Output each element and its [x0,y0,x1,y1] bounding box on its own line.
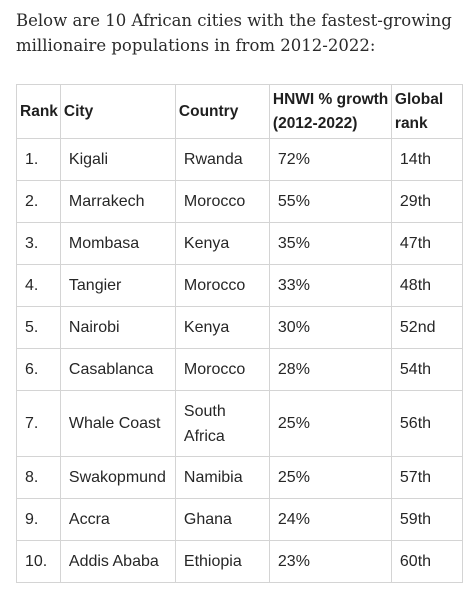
cell-global-rank: 59th [390,498,463,541]
table-row: 4. Tangier Morocco 33% 48th [16,264,463,307]
cell-global-rank: 52nd [390,306,463,349]
cell-growth: 24% [268,498,392,541]
header-growth: HNWI % growth (2012-2022) [268,84,392,139]
cell-city: Accra [59,498,176,541]
header-growth-line1: HNWI % growth [272,90,389,108]
table-row: 3. Mombasa Kenya 35% 47th [16,222,463,265]
cell-rank: 8. [16,456,61,499]
header-growth-line2: (2012-2022) [272,114,358,132]
cell-city: Kigali [59,138,176,181]
cell-global-rank: 56th [390,390,463,457]
cell-country: Morocco [174,180,270,223]
cell-rank: 1. [16,138,61,181]
cell-country: South Africa [174,390,270,457]
cell-global-rank: 14th [390,138,463,181]
cell-country: Morocco [174,264,270,307]
table-row: 5. Nairobi Kenya 30% 52nd [16,306,463,349]
table-row: 8. Swakopmund Namibia 25% 57th [16,456,463,499]
cell-rank: 4. [16,264,61,307]
cities-table: Rank City Country HNWI % growth (2012-202… [16,84,463,583]
intro-text: Below are 10 African cities with the fas… [16,11,452,55]
cell-city: Nairobi [59,306,176,349]
cell-country: Ghana [174,498,270,541]
table-row: 9. Accra Ghana 24% 59th [16,498,463,541]
cell-country: Namibia [174,456,270,499]
cell-growth: 25% [268,390,392,457]
cell-country: Kenya [174,306,270,349]
cell-country-line2: Africa [183,427,225,445]
cell-city: Swakopmund [59,456,176,499]
cell-global-rank: 57th [390,456,463,499]
cell-growth: 23% [268,540,392,583]
cell-country: Morocco [174,348,270,391]
table-row: 10. Addis Ababa Ethiopia 23% 60th [16,540,463,583]
cell-growth: 35% [268,222,392,265]
table-row: 1. Kigali Rwanda 72% 14th [16,138,463,181]
cell-growth: 28% [268,348,392,391]
header-city: City [59,84,176,139]
cell-rank: 3. [16,222,61,265]
cell-city: Addis Ababa [59,540,176,583]
cell-country: Ethiopia [174,540,270,583]
cell-growth: 55% [268,180,392,223]
cell-global-rank: 48th [390,264,463,307]
cell-city: Mombasa [59,222,176,265]
cell-rank: 2. [16,180,61,223]
header-global-line1: Global [394,90,444,108]
cell-country: Kenya [174,222,270,265]
cell-rank: 6. [16,348,61,391]
table-row: 2. Marrakech Morocco 55% 29th [16,180,463,223]
cell-growth: 30% [268,306,392,349]
table-row: 7. Whale Coast South Africa 25% 56th [16,390,463,457]
cell-growth: 33% [268,264,392,307]
cell-country-line1: South [183,402,226,420]
cell-global-rank: 60th [390,540,463,583]
header-global-rank: Global rank [390,84,463,139]
table-header-row: Rank City Country HNWI % growth (2012-202… [16,84,463,139]
header-country: Country [174,84,270,139]
cell-global-rank: 47th [390,222,463,265]
cell-growth: 72% [268,138,392,181]
cell-country: Rwanda [174,138,270,181]
cell-rank: 10. [16,540,61,583]
header-rank: Rank [16,84,61,139]
header-global-line2: rank [394,114,428,132]
cell-rank: 7. [16,390,61,457]
table-row: 6. Casablanca Morocco 28% 54th [16,348,463,391]
cell-city: Casablanca [59,348,176,391]
cell-city: Whale Coast [59,390,176,457]
cell-city: Marrakech [59,180,176,223]
cell-rank: 9. [16,498,61,541]
cell-city: Tangier [59,264,176,307]
cell-global-rank: 54th [390,348,463,391]
cell-rank: 5. [16,306,61,349]
cell-global-rank: 29th [390,180,463,223]
cell-growth: 25% [268,456,392,499]
